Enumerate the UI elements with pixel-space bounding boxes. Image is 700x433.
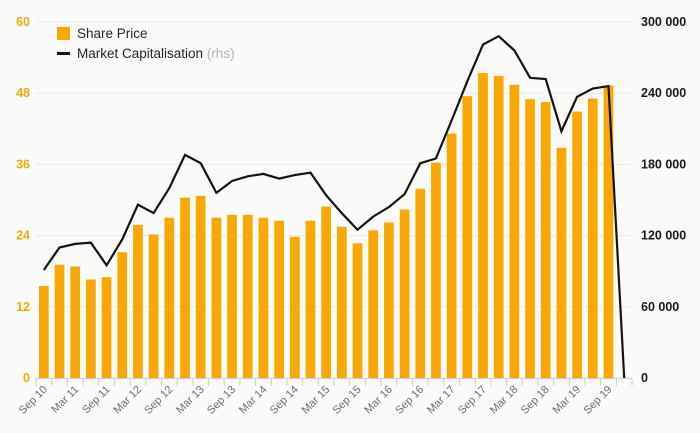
x-axis-label: Sep 10 <box>17 384 50 417</box>
legend-item-market-cap: Market Capitalisation (rhs) <box>57 46 235 61</box>
x-axis-label: Mar 15 <box>300 384 333 417</box>
share-price-bar <box>38 286 49 378</box>
x-axis-label: Mar 18 <box>488 384 521 417</box>
share-price-bar <box>368 230 379 378</box>
legend: Share Price Market Capitalisation (rhs) <box>57 26 235 61</box>
x-axis-label: Mar 14 <box>237 384 270 417</box>
right-axis-label: 300 000 <box>641 15 686 29</box>
right-axis-label: 0 <box>641 371 648 385</box>
left-axis-label: 0 <box>23 371 30 385</box>
share-price-bar <box>242 214 253 378</box>
share-price-bar <box>321 206 332 378</box>
left-axis-label: 48 <box>16 86 30 100</box>
share-price-bar <box>478 73 488 378</box>
share-price-bar <box>86 279 96 378</box>
market-cap-line <box>42 34 626 379</box>
share-price-bar <box>556 147 567 378</box>
x-axis-label: Sep 13 <box>205 384 238 417</box>
share-price-bar <box>399 209 410 378</box>
share-price-bar <box>133 224 143 378</box>
share-price-bar <box>493 75 504 378</box>
share-price-bar <box>274 220 284 378</box>
x-axis-label: Sep 14 <box>268 384 301 417</box>
bar-swatch-icon <box>57 27 70 40</box>
left-axis-label: 12 <box>16 300 30 314</box>
share-price-bar <box>446 133 457 378</box>
share-price-bar <box>431 162 441 378</box>
share-price-bar <box>540 102 551 378</box>
legend-label-market-cap: Market Capitalisation (rhs) <box>77 46 235 61</box>
share-price-bar <box>289 236 300 378</box>
left-axis-label: 60 <box>16 15 30 29</box>
share-price-bar <box>587 98 598 378</box>
left-axis-label: 36 <box>16 157 30 171</box>
x-axis-label: Mar 13 <box>174 384 207 417</box>
share-price-bar <box>336 226 347 378</box>
share-price-bar <box>180 197 190 378</box>
share-price-bar <box>603 85 614 378</box>
line-swatch-icon <box>57 52 70 55</box>
x-axis-label: Sep 18 <box>519 384 552 417</box>
x-axis-label: Sep 16 <box>393 384 426 417</box>
share-price-bar <box>415 188 426 378</box>
x-axis-label: Sep 17 <box>456 384 489 417</box>
right-axis-label: 240 000 <box>641 86 686 100</box>
legend-item-share-price: Share Price <box>57 26 235 41</box>
share-price-bar <box>70 266 81 378</box>
x-axis-label: Mar 17 <box>425 384 458 417</box>
x-axis-label: Mar 16 <box>362 384 395 417</box>
x-axis-label: Sep 15 <box>331 384 364 417</box>
share-price-bar <box>572 111 582 379</box>
share-price-bar <box>462 96 473 379</box>
share-price-bar <box>54 264 65 378</box>
share-price-bar <box>148 234 159 378</box>
right-axis-label: 60 000 <box>641 300 679 314</box>
x-axis-label: Mar 12 <box>111 384 144 417</box>
x-axis-label: Sep 19 <box>581 384 614 417</box>
share-price-bar <box>305 220 316 378</box>
share-price-bar <box>101 277 112 378</box>
legend-label-share-price: Share Price <box>77 26 148 41</box>
left-axis-label: 24 <box>16 229 30 243</box>
share-price-bar <box>525 99 535 378</box>
x-axis-label: Sep 11 <box>80 384 113 417</box>
right-axis-label: 180 000 <box>641 157 686 171</box>
share-price-bar <box>117 252 128 378</box>
share-price-bar <box>164 217 175 378</box>
share-price-bar <box>195 195 206 378</box>
share-price-bar <box>211 217 222 378</box>
x-axis-label: Mar 19 <box>551 384 584 417</box>
share-price-bar <box>352 243 363 378</box>
x-axis-label: Sep 12 <box>142 384 175 417</box>
legend-label-rhs: (rhs) <box>203 46 235 61</box>
x-axis-label: Mar 11 <box>49 384 81 416</box>
share-price-bar <box>227 214 237 378</box>
share-price-bar <box>509 84 520 378</box>
share-price-bar <box>384 222 394 378</box>
right-axis-label: 120 000 <box>641 229 686 243</box>
share-price-bar <box>258 217 269 378</box>
legend-label-market-cap-text: Market Capitalisation <box>77 46 204 61</box>
